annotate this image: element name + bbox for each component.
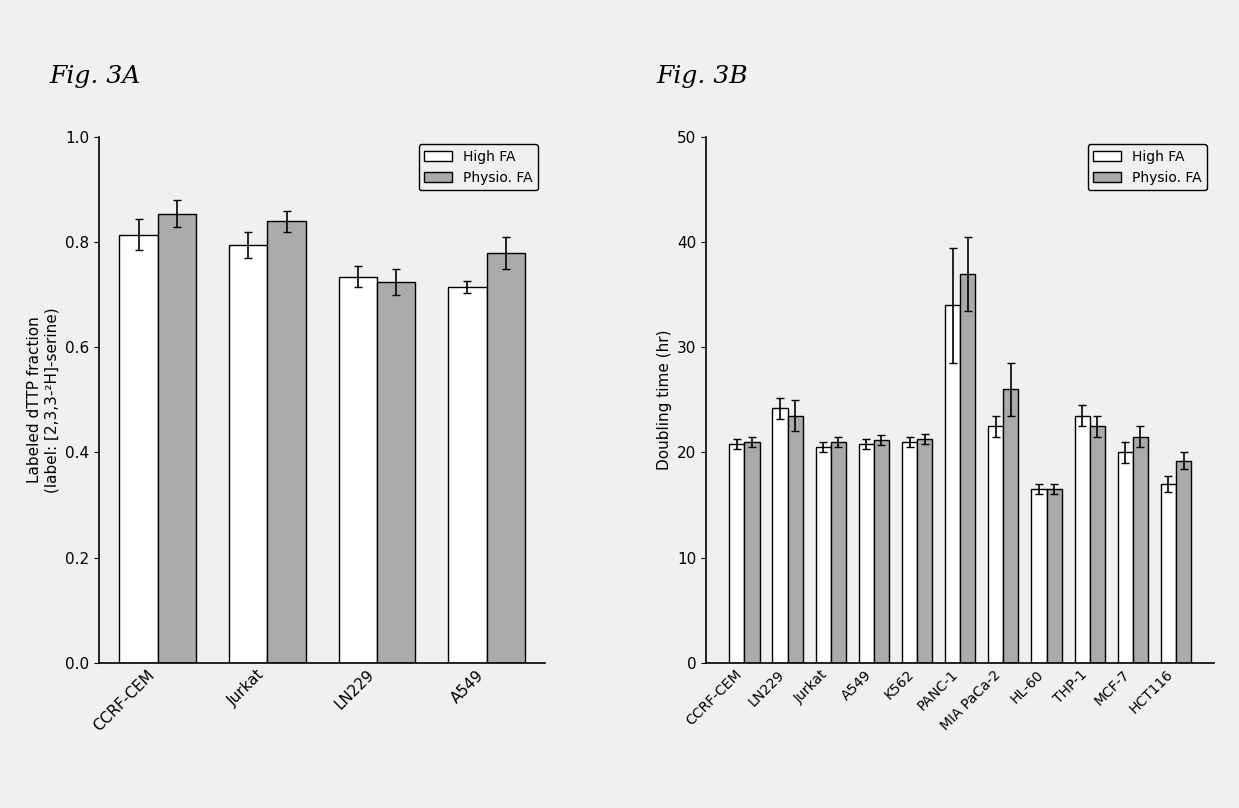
Bar	[873, 440, 890, 663]
Legend: High FA, Physio. FA: High FA, Physio. FA	[419, 145, 538, 191]
Bar	[1074, 415, 1090, 663]
Bar	[268, 221, 306, 663]
Bar	[119, 234, 157, 663]
Bar	[815, 447, 830, 663]
Bar	[487, 253, 525, 663]
Bar	[745, 442, 760, 663]
Bar	[229, 245, 268, 663]
Bar	[830, 442, 846, 663]
Bar	[157, 213, 196, 663]
Bar	[338, 276, 377, 663]
Bar	[1090, 427, 1105, 663]
Bar	[730, 444, 745, 663]
Bar	[917, 439, 932, 663]
Bar	[788, 415, 803, 663]
Bar	[960, 274, 975, 663]
Bar	[859, 444, 873, 663]
Bar	[1004, 389, 1018, 663]
Bar	[1047, 489, 1062, 663]
Text: Fig. 3A: Fig. 3A	[50, 65, 141, 87]
Bar	[902, 442, 917, 663]
Bar	[945, 305, 960, 663]
Legend: High FA, Physio. FA: High FA, Physio. FA	[1088, 145, 1207, 191]
Bar	[449, 287, 487, 663]
Text: Fig. 3B: Fig. 3B	[657, 65, 748, 87]
Y-axis label: Labeled dTTP fraction
(label: [2,3,3-²H]-serine): Labeled dTTP fraction (label: [2,3,3-²H]…	[27, 307, 59, 493]
Bar	[377, 282, 415, 663]
Bar	[1161, 484, 1176, 663]
Bar	[1118, 452, 1132, 663]
Bar	[772, 408, 788, 663]
Bar	[1031, 489, 1047, 663]
Y-axis label: Doubling time (hr): Doubling time (hr)	[657, 330, 672, 470]
Bar	[989, 427, 1004, 663]
Bar	[1176, 461, 1191, 663]
Bar	[1132, 436, 1149, 663]
